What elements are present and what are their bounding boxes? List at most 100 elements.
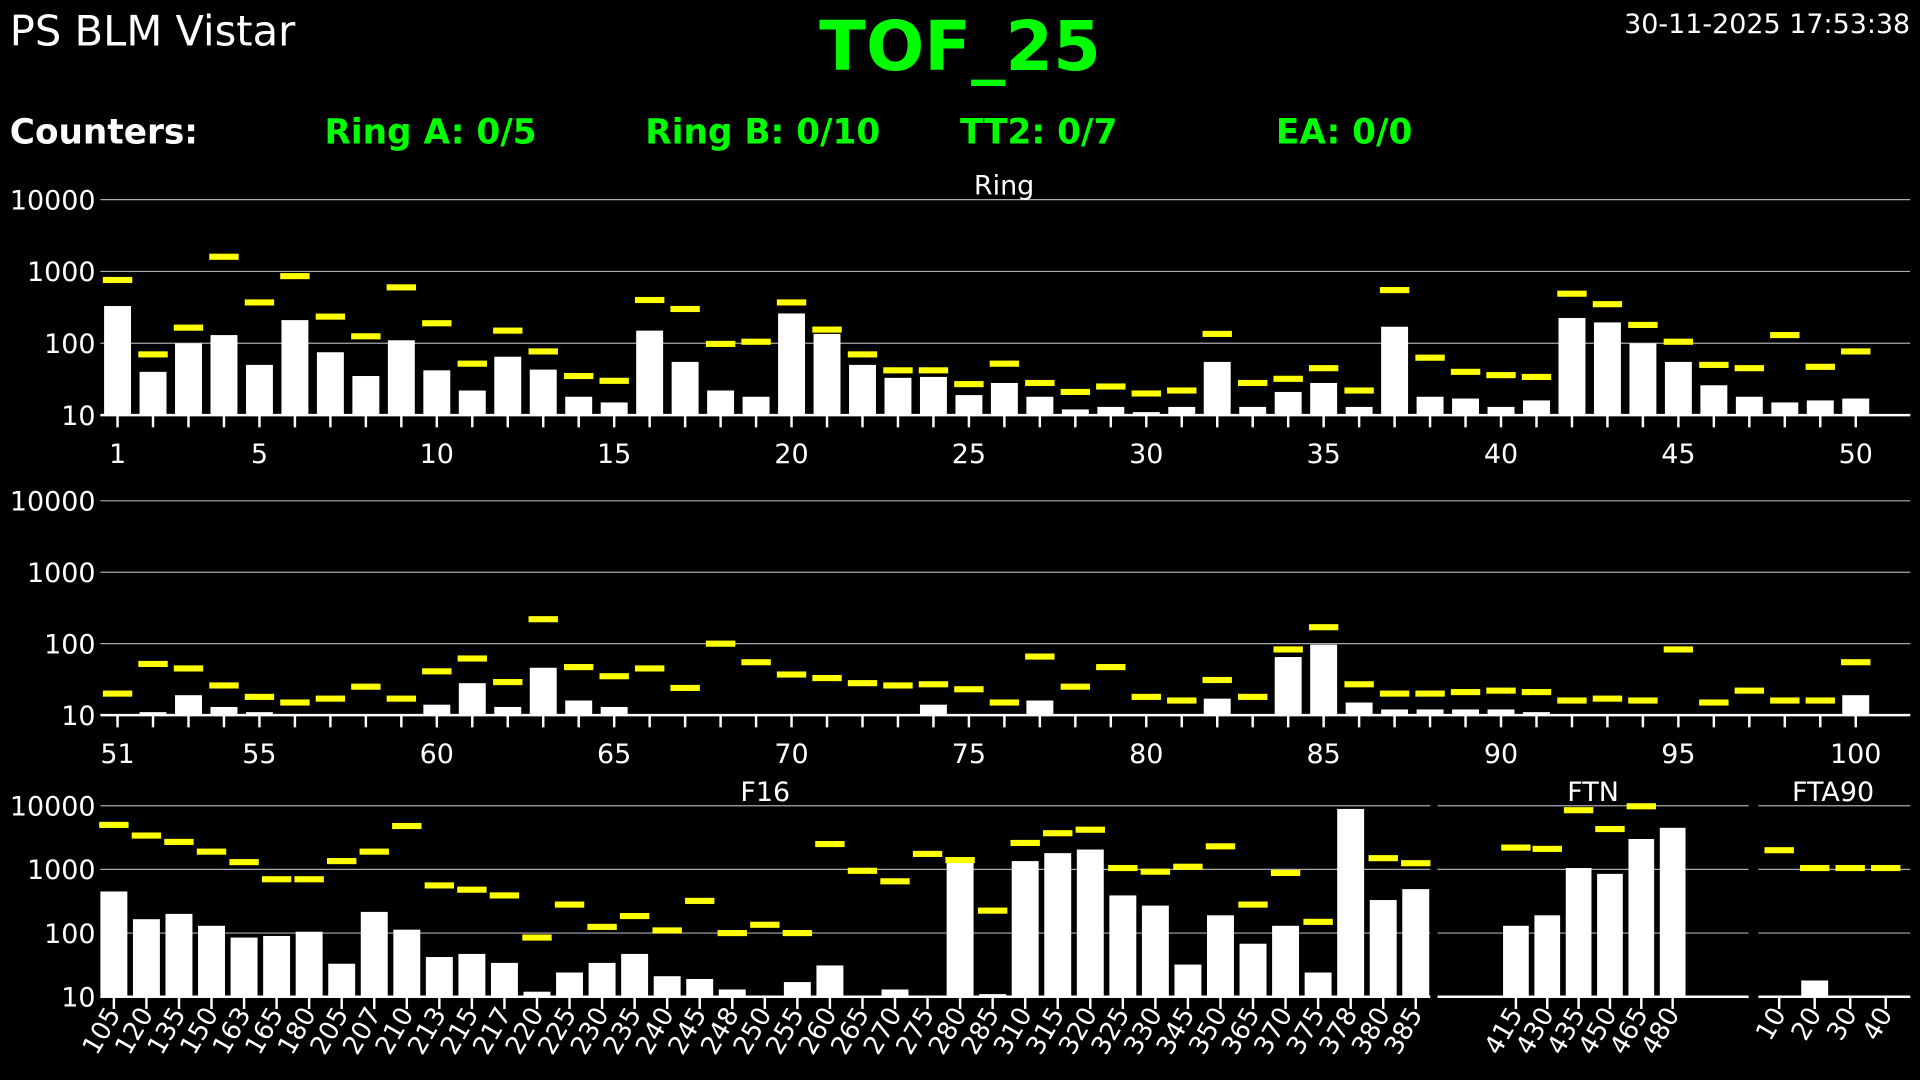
ring-1-bar (707, 390, 735, 416)
ring-2-bar (1381, 709, 1409, 716)
f16-bar (816, 965, 844, 997)
fta90-xtick-label: 20 (1786, 1002, 1828, 1045)
ftn-threshold-marker (1626, 803, 1657, 810)
ring-1-xtick-label: 15 (597, 439, 631, 470)
ring-1-bar (104, 306, 132, 416)
ring-2-threshold-marker (1734, 687, 1765, 694)
f16-threshold-marker (750, 921, 780, 928)
ring-1-bar (423, 370, 451, 416)
ring-1-bar (1806, 400, 1834, 416)
f16-threshold-marker (1140, 868, 1171, 875)
ring-1-bar (884, 377, 912, 416)
f16-threshold-marker (1270, 869, 1301, 876)
f16-threshold-marker (99, 821, 129, 828)
ring-2-bar (1523, 712, 1550, 716)
ring-2-ytick-label: 10000 (10, 487, 96, 518)
counter-tt2: TT2: 0/7 (960, 111, 1118, 152)
ring-2-threshold-marker (102, 690, 133, 697)
ring-2-threshold-marker (493, 679, 523, 686)
fta90-xtick-label: 10 (1750, 1002, 1792, 1045)
ring-1-threshold-marker (776, 299, 807, 306)
f16-threshold-marker (1401, 860, 1431, 867)
ring-1-threshold-marker (422, 320, 452, 327)
ring-1-bar (1664, 361, 1692, 416)
ring-1-threshold-marker (102, 276, 133, 284)
ring-2-xtick-label: 60 (420, 739, 454, 770)
f16-threshold-marker (685, 897, 715, 904)
ring-2-threshold-marker (1628, 697, 1658, 704)
ring-2-threshold-marker (918, 681, 949, 688)
ring-2-bar (529, 667, 557, 716)
f16-ytick-label: 1000 (27, 855, 96, 886)
f16-bar (165, 913, 193, 997)
ring-1-threshold-marker (351, 333, 381, 340)
ring-1-bar (1771, 402, 1799, 416)
ring-2-ytick-label: 10 (61, 701, 95, 732)
f16-threshold-marker (815, 840, 845, 848)
ring-2-threshold-marker (989, 699, 1020, 706)
ring-2-threshold-marker (599, 673, 629, 680)
f16-threshold-marker (489, 892, 520, 899)
fta90-threshold-marker (1800, 864, 1830, 872)
ring-1-bar (1345, 406, 1373, 416)
ring-2-bar (175, 695, 202, 716)
f16-ytick-label: 10 (61, 983, 95, 1014)
ring-1-threshold-marker (528, 348, 558, 355)
ring-2-threshold-marker (1273, 646, 1303, 653)
f16-bar (1109, 895, 1137, 997)
ftn-threshold-marker (1563, 807, 1594, 814)
ring-2-threshold-marker (1202, 676, 1232, 684)
ring-1-bar (636, 330, 664, 416)
ring-1-ytick-label: 100 (44, 329, 95, 360)
ring-1-threshold-marker (1557, 290, 1587, 297)
ring-1-bar (1097, 406, 1125, 416)
ring-2-threshold-marker (457, 655, 487, 662)
ring-2-threshold-marker (1663, 646, 1694, 653)
ring-1-threshold-marker (1379, 287, 1410, 294)
ring-2-xtick-label: 90 (1484, 739, 1518, 770)
ring-1-bar (849, 364, 876, 416)
f16-threshold-marker (554, 901, 585, 908)
ftn-threshold-marker (1501, 844, 1531, 851)
f16-threshold-marker (1010, 839, 1040, 847)
ring-1-threshold-marker (138, 351, 168, 358)
f16-threshold-marker (424, 882, 455, 889)
ring-2-bar (565, 700, 593, 716)
ring-2-threshold-marker (705, 640, 736, 647)
f16-bar (490, 962, 518, 997)
ring-2-bar (1203, 698, 1231, 716)
ring-2-threshold-marker (634, 665, 665, 672)
ring-2-bar (919, 704, 947, 716)
ring-1-threshold-marker (1273, 375, 1303, 382)
f16-bar (328, 963, 356, 997)
ring-2-bar (458, 683, 486, 716)
ring-1-bar (1274, 391, 1302, 416)
f16-bar (1369, 900, 1397, 997)
fta90-title: FTA90 (1792, 777, 1874, 808)
ring-1-bar (1842, 398, 1870, 416)
f16-threshold-marker (457, 886, 487, 893)
ring-1-bar (1026, 396, 1054, 416)
ring-1-threshold-marker (599, 377, 629, 384)
ring-1-bar (1310, 382, 1338, 416)
f16-bar (360, 911, 388, 997)
f16-bar (946, 862, 974, 997)
ring-2-bar (1310, 644, 1338, 716)
ring-2-threshold-marker (280, 699, 310, 706)
ring-1-threshold-marker (989, 360, 1020, 367)
ring-2-threshold-marker (883, 682, 913, 689)
ring-1-ytick-label: 10000 (10, 185, 96, 216)
f16-threshold-marker (945, 857, 975, 864)
ring-1-bar (1239, 406, 1267, 416)
f16-threshold-marker (880, 878, 910, 885)
ring-1-threshold-marker (1663, 338, 1694, 345)
ftn-bar (1628, 839, 1655, 997)
f16-bar (1011, 861, 1039, 997)
ring-1-bar (990, 382, 1018, 416)
ring-2-bar (1842, 695, 1870, 716)
ring-1-bar (565, 396, 593, 416)
ring-1-threshold-marker (812, 326, 842, 333)
f16-threshold-marker (587, 923, 617, 930)
ring-1-xtick-label: 50 (1839, 439, 1873, 470)
f16-threshold-marker (912, 850, 943, 857)
